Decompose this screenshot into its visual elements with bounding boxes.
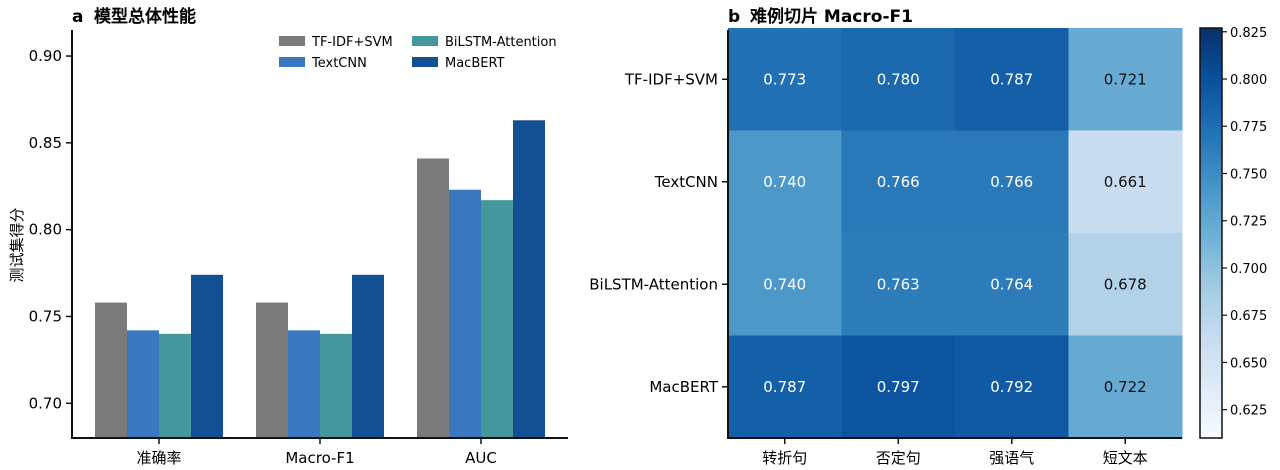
colorbar xyxy=(1199,27,1223,439)
cell-value-label: 0.740 xyxy=(763,173,806,191)
cell-value-label: 0.766 xyxy=(990,173,1033,191)
bar xyxy=(159,333,191,438)
heatmap-cell xyxy=(1068,335,1183,439)
y-axis-label: 测试集得分 xyxy=(8,207,26,282)
heatmap-cell xyxy=(955,28,1069,131)
col-label: 短文本 xyxy=(1103,449,1148,467)
bar xyxy=(288,330,320,438)
heatmap-cell xyxy=(841,28,956,131)
legend-swatch xyxy=(279,36,305,46)
heatmap-cell xyxy=(841,335,956,439)
colorbar-tick-label: 0.800 xyxy=(1230,73,1267,88)
panel-a-title: 模型总体性能 xyxy=(94,6,196,27)
heatmap-cell xyxy=(955,335,1069,439)
y-tick-label: 0.70 xyxy=(29,394,62,412)
bar xyxy=(127,330,159,438)
heatmap-cell xyxy=(1068,28,1183,131)
bar-chart-panel: a 模型总体性能 测试集得分 0.70 0.75 0.80 0.85 0.90 准确率 M… xyxy=(8,6,568,467)
panel-a-letter: a xyxy=(72,7,83,27)
colorbar-tick-label: 0.775 xyxy=(1230,120,1267,135)
x-tick-label: AUC xyxy=(465,449,497,467)
y-tick-label: 0.90 xyxy=(29,47,62,65)
col-label: 转折句 xyxy=(762,449,807,467)
heatmap-cell xyxy=(1068,130,1183,234)
colorbar-tick-label: 0.675 xyxy=(1230,309,1267,324)
row-label: TF-IDF+SVM xyxy=(624,70,718,88)
cell-value-label: 0.773 xyxy=(763,70,806,88)
y-tick-label: 0.75 xyxy=(29,307,62,325)
bar xyxy=(95,302,127,438)
colorbar-tick-label: 0.825 xyxy=(1230,26,1267,41)
cell-value-label: 0.763 xyxy=(877,275,920,293)
heatmap-panel: b 难例切片 Macro-F1 0.773 0.780 0.787 0.721 0.74… xyxy=(589,6,1267,467)
colorbar-tick-label: 0.725 xyxy=(1230,215,1267,230)
legend: TF-IDF+SVM TextCNN BiLSTM-Attention MacBERT xyxy=(279,35,557,71)
heatmap-cell xyxy=(841,233,956,336)
cell-value-label: 0.792 xyxy=(990,378,1033,396)
y-tick-label: 0.85 xyxy=(29,134,62,152)
heatmap-cell xyxy=(841,130,956,234)
bar xyxy=(320,333,352,438)
bar xyxy=(352,274,384,438)
row-label: BiLSTM-Attention xyxy=(589,275,718,293)
colorbar-tick-label: 0.625 xyxy=(1230,404,1267,419)
cell-value-label: 0.787 xyxy=(990,70,1033,88)
legend-swatch xyxy=(279,57,305,67)
cell-value-label: 0.721 xyxy=(1104,70,1147,88)
legend-swatch xyxy=(412,57,438,67)
col-label: 否定句 xyxy=(876,449,921,467)
bar xyxy=(256,302,288,438)
colorbar-tick-label: 0.750 xyxy=(1230,167,1267,182)
heatmap-cell xyxy=(955,130,1069,234)
legend-label: TextCNN xyxy=(311,56,367,71)
heatmap-cell xyxy=(1068,233,1183,336)
colorbar-tick-label: 0.700 xyxy=(1230,262,1267,277)
x-tick-label: Macro-F1 xyxy=(285,449,354,467)
cell-value-label: 0.661 xyxy=(1104,173,1147,191)
heatmap-cell xyxy=(728,130,842,234)
cell-value-label: 0.787 xyxy=(763,378,806,396)
row-label: MacBERT xyxy=(649,378,718,396)
x-tick-label: 准确率 xyxy=(136,449,181,467)
cell-value-label: 0.722 xyxy=(1104,378,1147,396)
bar xyxy=(191,274,223,438)
bar xyxy=(449,189,481,438)
panel-b-title: 难例切片 Macro-F1 xyxy=(749,6,913,27)
heatmap-cell xyxy=(728,233,842,336)
col-label: 强语气 xyxy=(989,449,1034,467)
cell-value-label: 0.764 xyxy=(990,275,1033,293)
cell-value-label: 0.780 xyxy=(877,70,920,88)
legend-label: MacBERT xyxy=(445,56,505,71)
panel-b-letter: b xyxy=(728,7,740,27)
y-tick-label: 0.80 xyxy=(29,221,62,239)
legend-label: BiLSTM-Attention xyxy=(445,35,557,50)
cell-value-label: 0.797 xyxy=(877,378,920,396)
heatmap-cell xyxy=(728,28,842,131)
colorbar-tick-label: 0.650 xyxy=(1230,356,1267,371)
heatmap-cell xyxy=(955,233,1069,336)
row-label: TextCNN xyxy=(654,173,718,191)
cell-value-label: 0.740 xyxy=(763,275,806,293)
bar xyxy=(481,200,513,438)
bar xyxy=(513,120,545,438)
bar xyxy=(417,158,449,438)
legend-label: TF-IDF+SVM xyxy=(311,35,393,50)
cell-value-label: 0.678 xyxy=(1104,275,1147,293)
heatmap-cell xyxy=(728,335,842,439)
legend-swatch xyxy=(412,36,438,46)
cell-value-label: 0.766 xyxy=(877,173,920,191)
